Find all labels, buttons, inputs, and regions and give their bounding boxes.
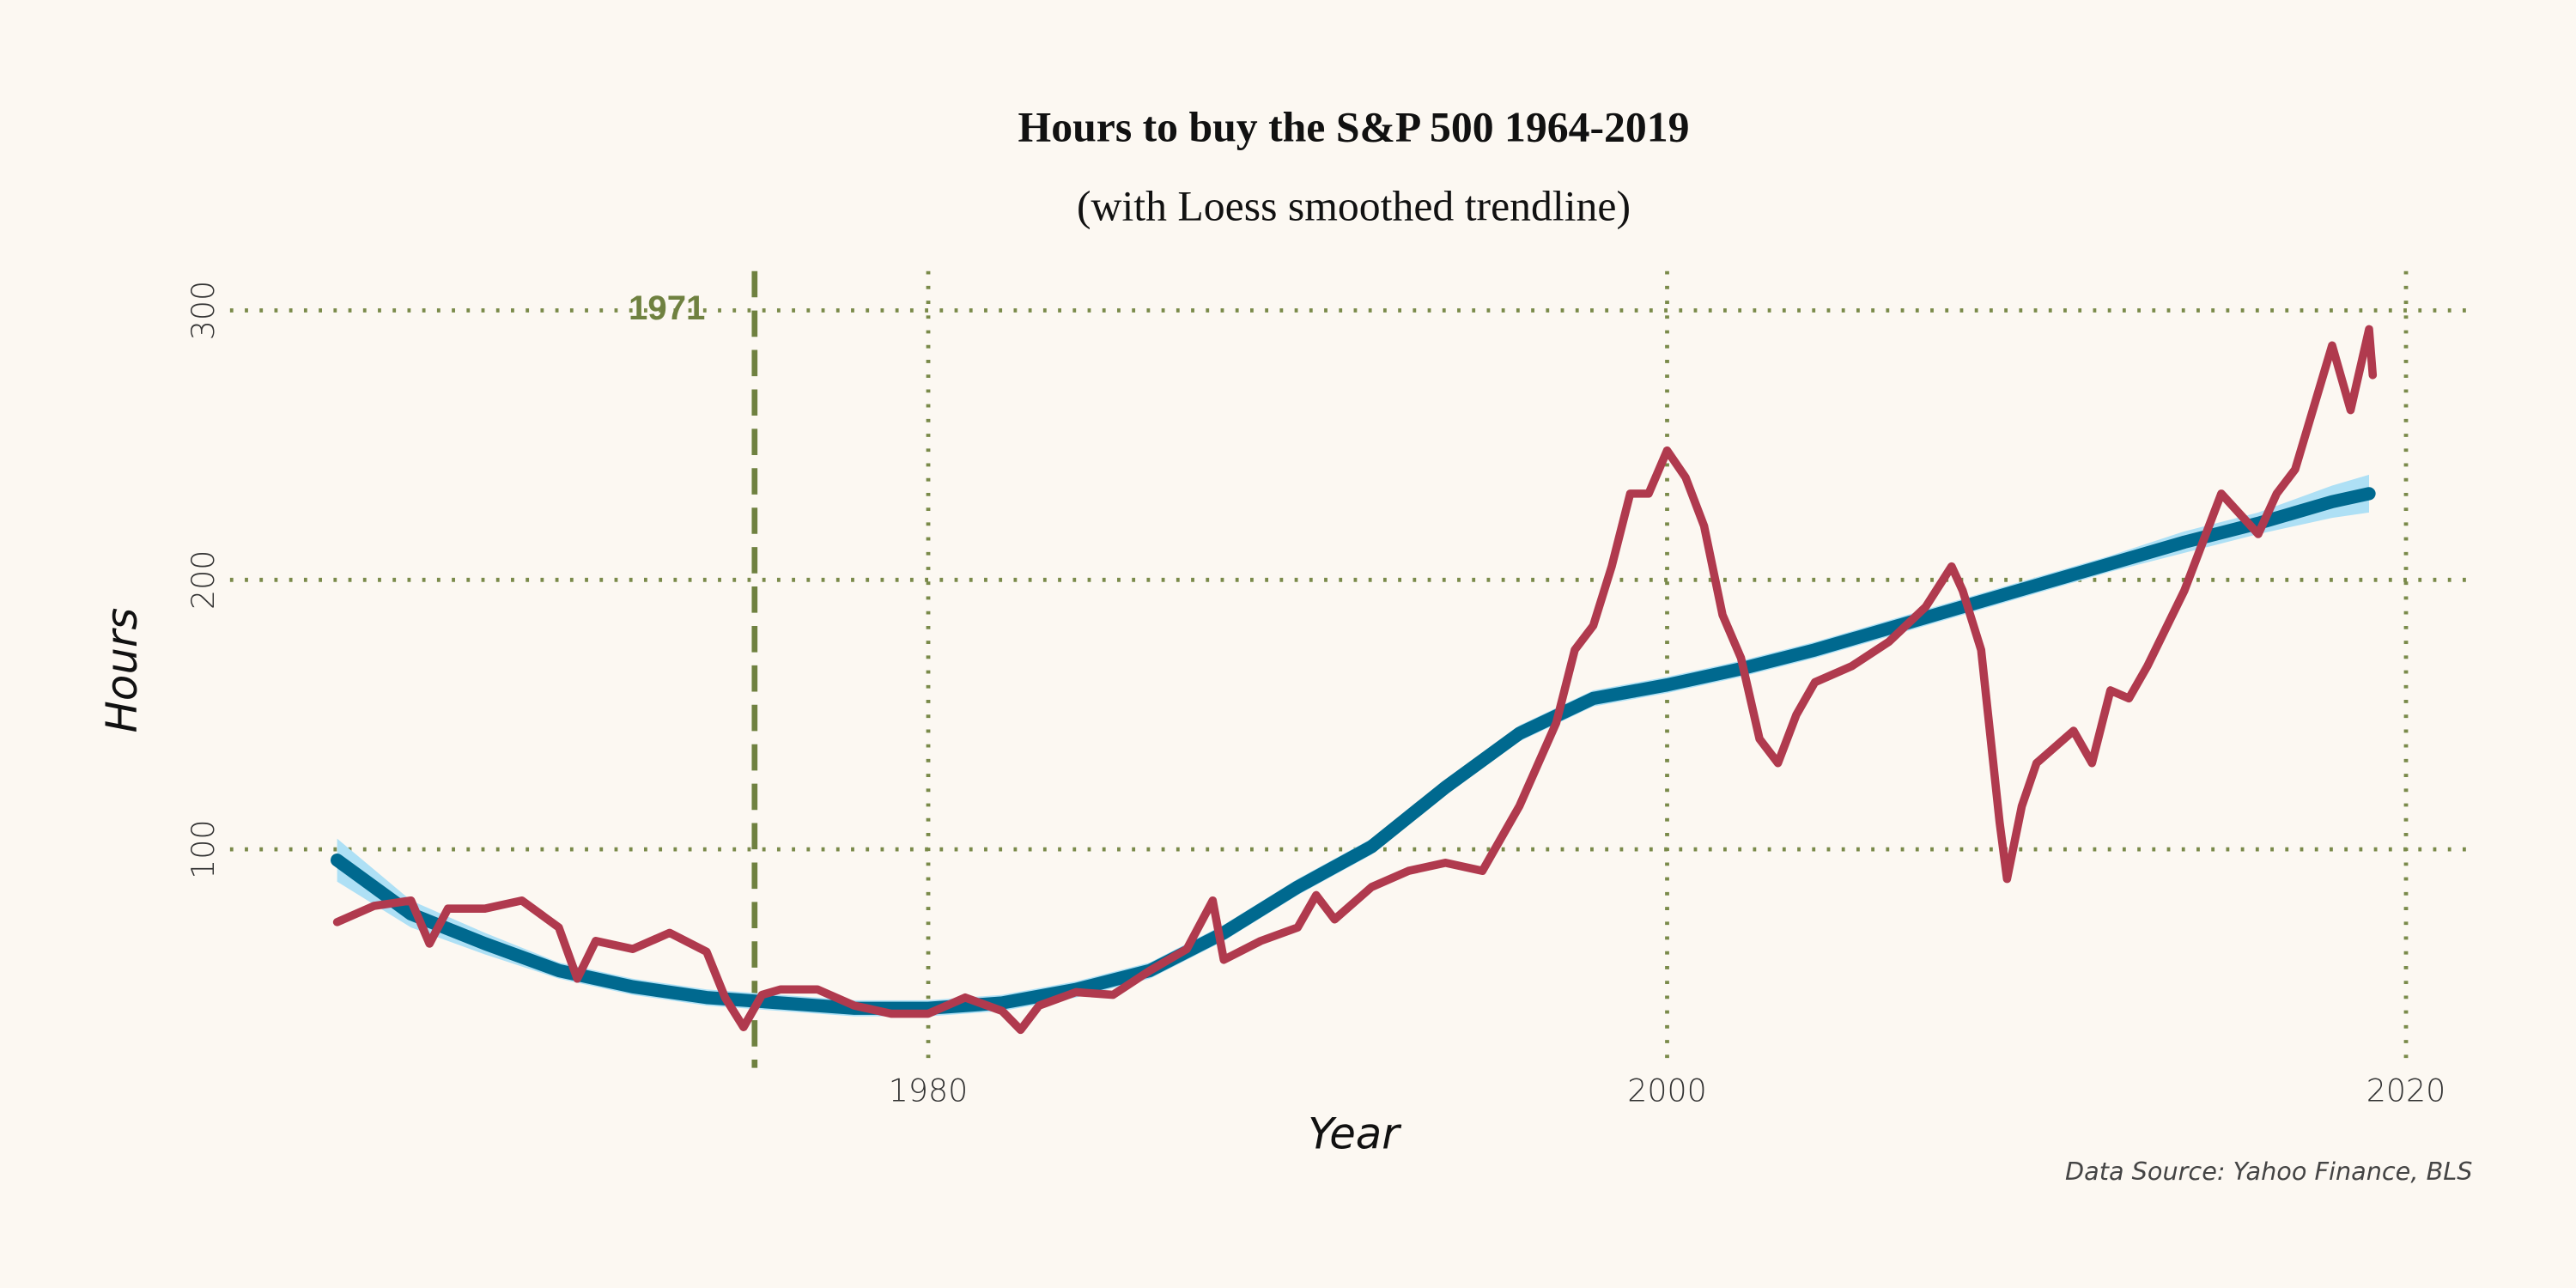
y-axis-label: Hours xyxy=(97,608,147,733)
y-tick-label: 100 xyxy=(185,819,222,878)
x-axis-label: Year xyxy=(1308,1109,1402,1158)
y-tick-label: 200 xyxy=(185,550,222,610)
series-line xyxy=(332,325,2378,1035)
chart-subtitle: (with Loess smoothed trendline) xyxy=(1077,182,1631,229)
series-line xyxy=(330,487,2376,1015)
caption: Data Source: Yahoo Finance, BLS xyxy=(2065,1157,2472,1186)
x-tick-label: 2020 xyxy=(2366,1072,2446,1109)
y-tick-label: 300 xyxy=(185,281,222,340)
x-tick-label: 2000 xyxy=(1627,1072,1706,1109)
x-tick-label: 1980 xyxy=(889,1072,969,1109)
chart-title: Hours to buy the S&P 500 1964-2019 xyxy=(1018,103,1690,150)
annotation-label: 1971 xyxy=(629,289,705,327)
